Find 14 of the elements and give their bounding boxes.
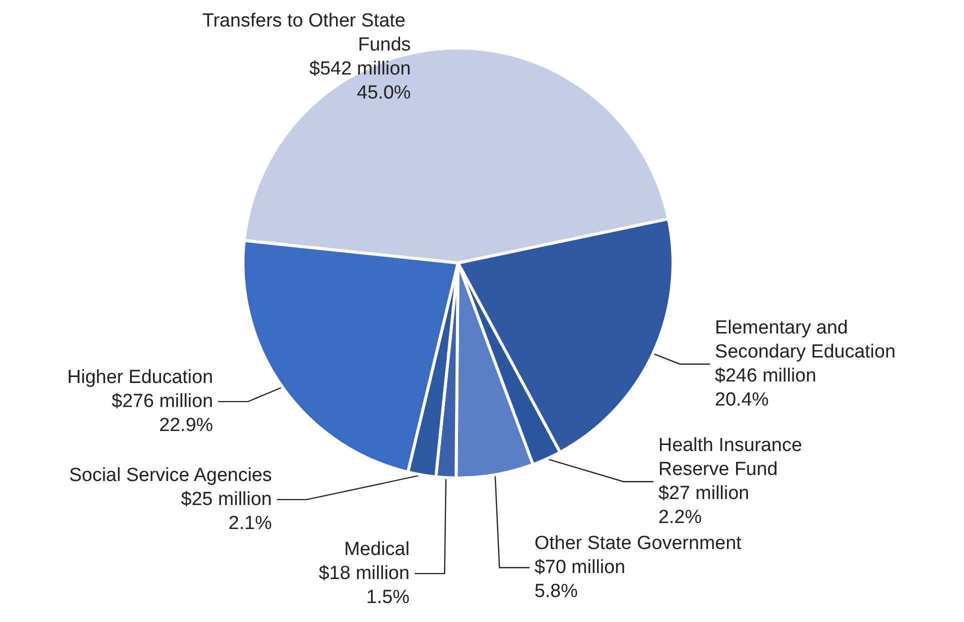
slice-label: Social Service Agencies [69, 465, 272, 486]
slice-label: Medical [344, 539, 410, 560]
slice-label: Transfers to Other State Funds [202, 10, 411, 56]
data-label: $27 million 2.2% [658, 483, 750, 528]
slice-label: Higher Education [67, 367, 214, 388]
data-label: $542 million 45.0% [309, 58, 411, 104]
slice-label: Other State Government [534, 533, 742, 554]
data-label: $246 million 20.4% [714, 366, 816, 411]
data-label: $25 million 2.1% [181, 489, 272, 534]
slice-label: Health Insurance Reserve Fund [658, 435, 808, 480]
data-label: $276 million 22.9% [112, 391, 214, 436]
data-label: $70 million 5.8% [534, 557, 626, 602]
data-label: $18 million 1.5% [318, 563, 410, 608]
slice-label: Elementary and Secondary Education [714, 318, 896, 363]
